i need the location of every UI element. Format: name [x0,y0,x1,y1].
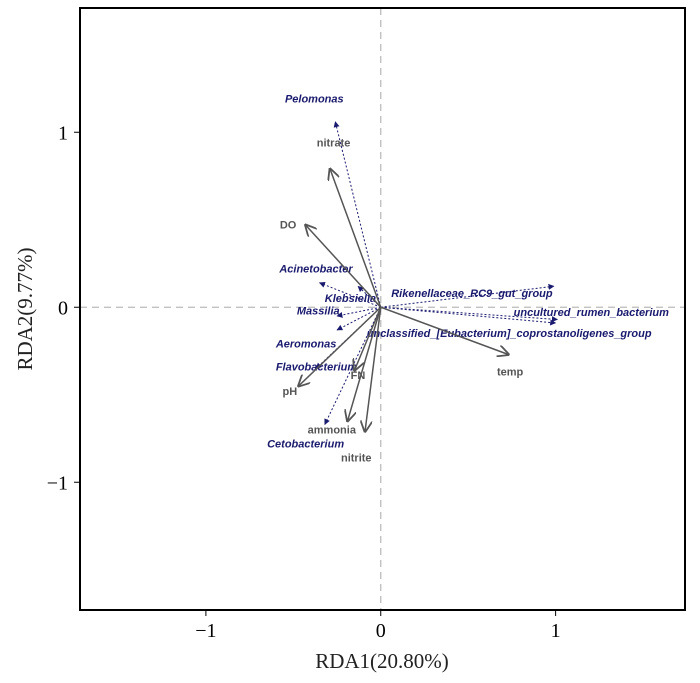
species-label: Rikenellaceae_RC9_gut_group [391,288,553,300]
env-label: pH [282,386,297,398]
y-tick-label: 0 [58,297,68,319]
env-arrow [330,169,382,308]
env-arrow [348,307,382,421]
x-tick-label: 0 [376,620,386,642]
env-label: nitrate [317,137,351,149]
env-arrows: nitrate DO temp pH FN ammonia nitrite [280,137,524,464]
axis-ticks: −1 0 1 −1 0 1 [47,122,561,642]
species-arrow [318,281,381,308]
y-tick-label: 1 [58,122,68,144]
species-arrow [336,306,381,331]
species-arrow [333,121,382,308]
species-label: Klebsiella [325,293,376,305]
species-label: Pelomonas [285,94,344,106]
x-tick-label: 1 [551,620,561,642]
species-arrow [336,306,381,318]
species-label: Cetobacterium [267,438,344,450]
species-arrow [380,306,558,323]
env-label: nitrite [341,452,372,464]
env-arrow [306,225,382,308]
species-arrow [380,283,555,308]
x-axis-label: RDA1(20.80%) [315,649,449,673]
species-label: uncultured_rumen_bacterium [514,307,669,319]
plot-frame [79,7,686,611]
species-label: unclassified_[Eubacterium]_coprostanolig… [367,328,652,340]
env-arrow [355,306,382,370]
env-label: DO [280,220,297,232]
y-axis-label: RDA2(9.77%) [13,247,37,370]
env-arrow [380,306,509,354]
env-label: temp [497,367,524,379]
species-label: Massilia [297,305,340,317]
species-label: Acinetobacter [278,263,353,275]
env-label: FN [351,370,366,382]
env-label: ammonia [308,424,357,436]
env-arrow [299,306,382,386]
species-label: Aeromonas [275,339,337,351]
env-arrow [365,307,382,431]
species-label: Flavobacterium [276,361,358,373]
y-tick-label: −1 [47,472,68,494]
x-tick-label: −1 [195,620,216,642]
species-arrow [380,306,557,326]
